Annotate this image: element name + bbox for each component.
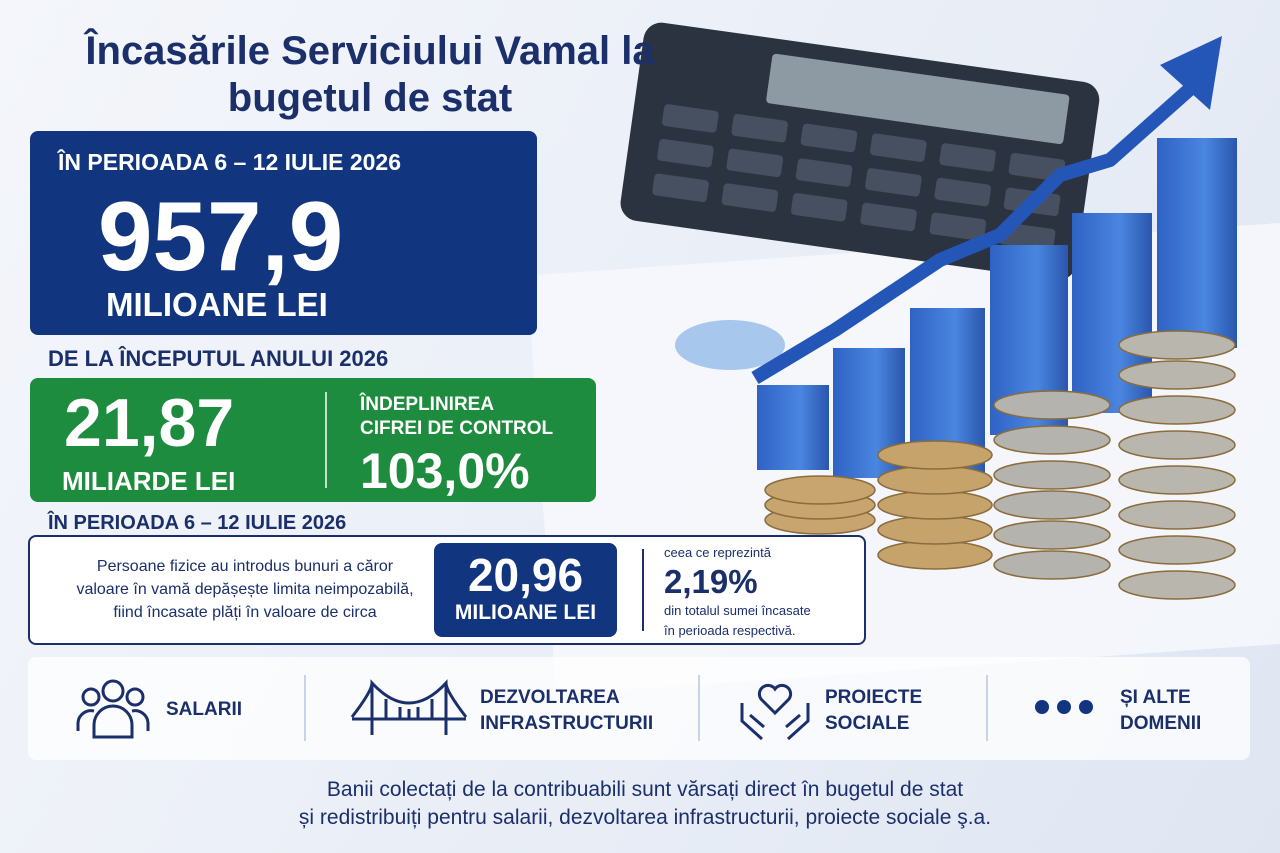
footer-line: Banii colectați de la contribuabili sunt… xyxy=(326,778,964,801)
divider xyxy=(986,675,988,741)
label-line: DOMENII xyxy=(1120,713,1202,734)
individuals-value-box: 20,96 MILIOANE LEI xyxy=(434,543,617,637)
domains-bar: SALARII DEZVOLTAREA INFRASTRUCTURII PROI… xyxy=(28,657,1250,760)
footer-line: și redistribuiți pentru salarii, dezvolt… xyxy=(298,806,992,829)
individuals-text: Persoane fizice au introdus bunuri a căr… xyxy=(40,555,450,624)
title-line: bugetul de stat xyxy=(227,76,513,120)
icon-heart-hands xyxy=(740,683,810,741)
text-line: fiind încasate plăți în valoare de circa xyxy=(113,604,377,621)
share-text: în perioada respectivă. xyxy=(664,623,796,638)
weekly-value: 957,9 xyxy=(98,181,344,291)
ytd-heading: DE LA ÎNCEPUTUL ANULUI 2026 xyxy=(48,346,389,371)
weekly-box: ÎN PERIOADA 6 – 12 IULIE 2026 957,9 MILI… xyxy=(30,131,537,335)
target-label: CIFREI DE CONTROL xyxy=(360,418,554,439)
icon-bridge xyxy=(350,679,468,735)
label-line: INFRASTRUCTURII xyxy=(480,713,654,734)
icon-people xyxy=(76,679,150,739)
period: ÎN PERIOADA 6 – 12 IULIE 2026 xyxy=(58,149,402,175)
individuals-box: Persoane fizice au introdus bunuri a căr… xyxy=(28,535,866,645)
label-line: ȘI ALTE xyxy=(1120,687,1191,708)
target-label: ÎNDEPLINIREA xyxy=(360,394,495,415)
icon-dots xyxy=(1035,700,1093,714)
domain-label: SALARII xyxy=(166,699,242,720)
target-value: 103,0% xyxy=(360,443,530,499)
divider xyxy=(698,675,700,741)
individuals-heading: ÎN PERIOADA 6 – 12 IULIE 2026 xyxy=(48,512,347,534)
domain-label: PROIECTE SOCIALE xyxy=(825,685,922,737)
ytd-value: 21,87 xyxy=(64,385,235,461)
title: Încasările Serviciului Vamal la bugetul … xyxy=(20,28,720,122)
title-line: Încasările Serviciului Vamal la xyxy=(85,29,655,73)
share-intro: ceea ce reprezintă xyxy=(664,545,771,560)
divider xyxy=(325,392,327,488)
divider xyxy=(304,675,306,741)
domain-label: ȘI ALTE DOMENII xyxy=(1120,685,1201,737)
text-line: Persoane fizice au introdus bunuri a căr… xyxy=(96,558,394,575)
share-text: din totalul sumei încasate xyxy=(664,603,811,618)
ytd-unit: MILIARDE LEI xyxy=(62,466,236,496)
text-line: valoare în vamă depășește limita neimpoz… xyxy=(76,581,414,598)
individuals-value: 20,96 xyxy=(467,549,584,601)
share-value: 2,19% xyxy=(664,563,758,600)
weekly-unit: MILIOANE LEI xyxy=(106,286,328,323)
label-line: DEZVOLTAREA xyxy=(480,687,620,708)
label-line: PROIECTE xyxy=(825,687,923,708)
ytd-box: 21,87 MILIARDE LEI ÎNDEPLINIREA CIFREI D… xyxy=(30,378,596,502)
individuals-unit: MILIOANE LEI xyxy=(454,601,597,624)
label-line: SOCIALE xyxy=(825,713,910,734)
domain-label: DEZVOLTAREA INFRASTRUCTURII xyxy=(480,685,653,737)
divider xyxy=(642,549,644,631)
footer: Banii colectați de la contribuabili sunt… xyxy=(0,776,1280,832)
